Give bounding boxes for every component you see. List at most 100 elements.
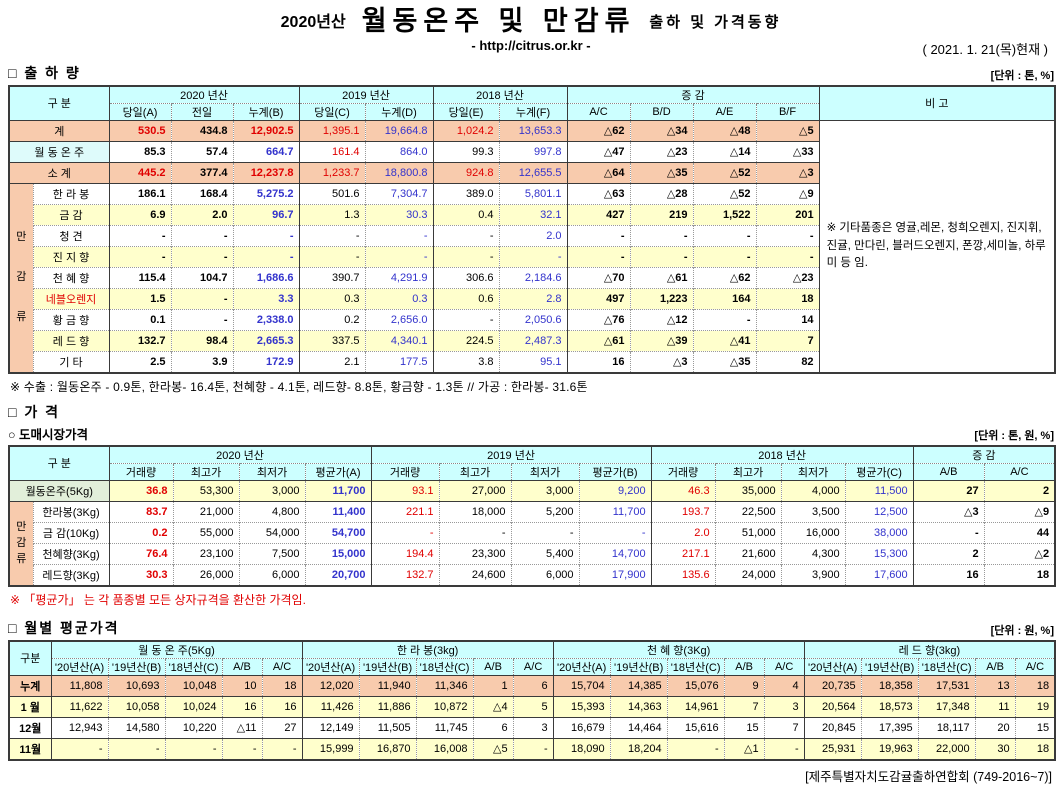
table-cell: 7: [763, 716, 805, 739]
table-cell: △41: [692, 329, 757, 352]
table-cell: 12,149: [301, 716, 360, 739]
table-cell: 3: [512, 716, 554, 739]
table-cell: 10,058: [107, 695, 165, 718]
table-cell: 664.7: [232, 140, 300, 163]
col-group-hallabong: 한 라 봉(3kg): [301, 640, 554, 659]
table-cell: 35,000: [714, 479, 782, 502]
table-cell: 1,024.2: [432, 119, 500, 142]
table-cell: -: [370, 521, 440, 544]
table-row: 기 타 2.5 3.9 172.9 2.1 177.5 3.8 95.1 16 △3 △35 82: [9, 350, 1055, 373]
table-cell: 3.3: [232, 287, 300, 310]
col-header: '18년산(C): [666, 657, 725, 676]
table-cell: 10,024: [164, 695, 222, 718]
table-cell: 164: [692, 287, 757, 310]
table-cell: 10,872: [415, 695, 474, 718]
table-row: 천혜향(3Kg) 76.4 23,100 7,500 15,000 194.4 23,300…: [9, 542, 1056, 565]
table-cell: 6.9: [108, 203, 172, 226]
table-cell: 217.1: [650, 542, 716, 565]
table-cell: 16,000: [780, 521, 846, 544]
table-cell: 0.2: [298, 308, 366, 331]
col-header: 최고가: [172, 462, 240, 481]
table-cell: △9: [755, 182, 820, 205]
table-cell: 14,363: [609, 695, 668, 718]
table-cell: 83.7: [108, 500, 174, 523]
table-cell: 3: [763, 695, 805, 718]
col-header: 평균가(A): [304, 462, 372, 481]
table-cell: 15,076: [666, 674, 725, 697]
row-label: 계: [8, 119, 110, 142]
table-cell: △47: [566, 140, 631, 163]
table-cell: -: [629, 224, 694, 247]
table-cell: 2,487.3: [498, 329, 568, 352]
table-cell: 15,704: [552, 674, 611, 697]
table-cell: 38,000: [844, 521, 914, 544]
table-cell: 16,679: [552, 716, 611, 739]
table-cell: 7: [723, 695, 765, 718]
table-row: 만 감 류 한라봉(3Kg) 83.7 21,000 4,800 11,400 221.1 18,…: [8, 500, 1056, 586]
table-cell: 1.5: [108, 287, 172, 310]
table-cell: △61: [629, 266, 694, 289]
row-label: 한라봉(3Kg): [32, 500, 110, 523]
table-cell: 11,745: [415, 716, 474, 739]
row-label: 월 동 온 주: [8, 140, 110, 163]
table-cell: 4: [763, 674, 805, 697]
table-cell: △23: [755, 266, 820, 289]
price-section-title: □ 가 격: [8, 403, 60, 420]
table-cell: -: [510, 521, 580, 544]
table-cell: 0.3: [298, 287, 366, 310]
table-cell: 17,531: [917, 674, 976, 697]
table-cell: 98.4: [170, 329, 234, 352]
table-cell: 14,385: [609, 674, 668, 697]
table-cell: 95.1: [498, 350, 568, 373]
report-title-block: 2020년산 월동온주 및 만감류 출하 및 가격동향: [8, 6, 1054, 37]
table-cell: 997.8: [498, 140, 568, 163]
table-cell: -: [364, 245, 434, 268]
table-cell: △64: [566, 161, 631, 184]
table-cell: 177.5: [364, 350, 434, 373]
table-cell: 1,223: [629, 287, 694, 310]
table-cell: 1,686.6: [232, 266, 300, 289]
table-cell: -: [432, 308, 500, 331]
page-title: 월동온주 및 만감류: [361, 6, 636, 36]
table-cell: -: [261, 737, 303, 760]
table-cell: 6,000: [238, 563, 306, 586]
table-cell: △28: [629, 182, 694, 205]
table-cell: 16,870: [358, 737, 417, 760]
price-section-head: □ 가 격: [8, 402, 1054, 422]
col-header: A/C: [983, 462, 1056, 481]
table-cell: 201: [755, 203, 820, 226]
table-cell: 32.1: [498, 203, 568, 226]
table-cell: 46.3: [650, 479, 716, 502]
table-cell: 93.1: [370, 479, 440, 502]
table-row: 진 지 향-----------: [9, 245, 1055, 268]
table-cell: 51,000: [714, 521, 782, 544]
col-header: 최저가: [780, 462, 846, 481]
table-row: 금 감 6.9 2.0 96.7 1.3 30.3 0.4 32.1 427 219 1,522 20…: [9, 203, 1055, 226]
table-cell: 57.4: [170, 140, 234, 163]
table-cell: -: [692, 245, 757, 268]
table-cell: -: [755, 224, 820, 247]
table-cell: -: [578, 521, 652, 544]
table-cell: 6: [512, 674, 554, 697]
table-cell: 16,008: [415, 737, 474, 760]
shipment-section-title: □ 출 하 량: [8, 64, 81, 81]
table-cell: 1.3: [298, 203, 366, 226]
table-cell: 23,300: [438, 542, 512, 565]
table-cell: 27,000: [438, 479, 512, 502]
table-cell: 3,500: [780, 500, 846, 523]
table-row: 청 견 - - - - - -2.0- - - -: [9, 224, 1055, 247]
table-cell: 10,220: [164, 716, 222, 739]
col-group-change: 증 감: [912, 445, 1056, 464]
table-cell: 30.3: [108, 563, 174, 586]
table-cell: 2,338.0: [232, 308, 300, 331]
table-cell: 21,000: [172, 500, 240, 523]
table-cell: 2,184.6: [498, 266, 568, 289]
table-cell: 14,580: [107, 716, 165, 739]
table-cell: -: [170, 308, 234, 331]
col-header: '19년산(B): [609, 657, 668, 676]
col-group-redhyang: 레 드 향(3kg): [803, 640, 1056, 659]
row-label: 금 감: [32, 203, 110, 226]
col-group-2018: 2018 년산: [650, 445, 914, 464]
table-cell: 19: [1014, 695, 1056, 718]
